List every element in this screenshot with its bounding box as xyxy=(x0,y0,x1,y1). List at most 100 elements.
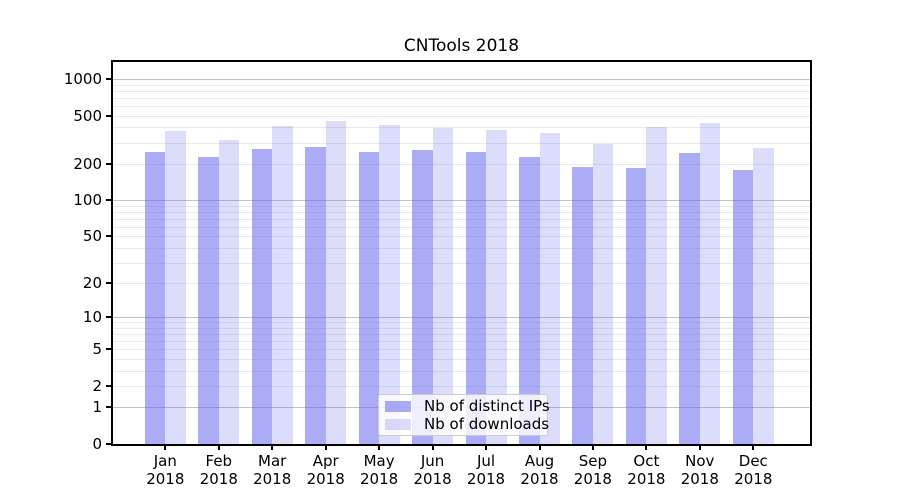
x-tick-mark xyxy=(752,444,755,450)
y-tick-label: 2 xyxy=(92,377,102,395)
grid-line-minor xyxy=(113,218,810,220)
x-tick-label: Jul 2018 xyxy=(466,452,506,488)
y-tick-label: 1 xyxy=(92,398,102,417)
x-tick-label: May 2018 xyxy=(360,452,399,488)
bar-downloads xyxy=(379,125,400,444)
y-tick-label: 50 xyxy=(82,227,102,246)
grid-line-minor xyxy=(113,127,810,129)
grid-line-minor xyxy=(113,90,810,92)
grid-line-minor xyxy=(113,359,810,360)
legend-swatch-ips xyxy=(385,400,411,412)
x-tick-label: Feb 2018 xyxy=(199,452,238,488)
bar-downloads xyxy=(699,123,721,444)
bar-ips xyxy=(251,149,273,444)
bar-downloads xyxy=(539,133,560,444)
x-tick-mark xyxy=(431,444,434,450)
x-tick-label: Mar 2018 xyxy=(253,452,292,488)
y-tick-mark xyxy=(106,385,113,387)
grid-line-minor xyxy=(113,106,810,107)
grid-line-minor xyxy=(113,211,810,213)
bar-ips xyxy=(412,150,433,444)
bar-downloads xyxy=(592,144,614,444)
x-tick-mark xyxy=(217,444,220,450)
y-tick-mark xyxy=(106,114,113,117)
x-tick-label: Jan 2018 xyxy=(146,452,185,488)
x-tick-label: Jun 2018 xyxy=(413,452,452,488)
y-tick-label: 100 xyxy=(73,191,102,210)
y-tick-label: 10 xyxy=(82,308,102,327)
y-tick-mark xyxy=(106,316,113,319)
grid-line-major xyxy=(113,200,810,202)
bar-downloads xyxy=(753,148,774,444)
legend-item-ips: Nb of distinct IPs xyxy=(385,397,550,415)
bar-ips xyxy=(144,152,166,444)
y-tick-mark xyxy=(106,282,113,285)
grid-line-minor xyxy=(113,349,810,351)
legend-label-ips: Nb of distinct IPs xyxy=(424,397,550,415)
y-tick-mark xyxy=(106,348,113,351)
grid-line-major xyxy=(113,79,810,80)
bar-ips xyxy=(198,156,219,444)
bar-downloads xyxy=(432,128,454,444)
grid-line-minor xyxy=(113,115,810,117)
chart-title: CNTools 2018 xyxy=(403,36,520,56)
legend-item-downloads: Nb of downloads xyxy=(385,415,550,433)
grid-line-minor xyxy=(113,84,810,86)
grid-line-minor xyxy=(113,205,810,207)
legend-label-downloads: Nb of downloads xyxy=(424,415,550,433)
x-tick-mark xyxy=(324,444,327,450)
y-tick-mark xyxy=(106,162,113,165)
y-tick-mark xyxy=(106,406,113,409)
y-tick-mark xyxy=(106,443,113,445)
x-tick-label: Nov 2018 xyxy=(680,452,719,488)
grid-line-major xyxy=(113,317,810,319)
grid-line-minor xyxy=(113,97,810,99)
grid-line-minor xyxy=(113,142,810,144)
x-tick-mark xyxy=(698,444,701,450)
legend-swatch-downloads xyxy=(385,418,411,430)
grid-line-minor xyxy=(113,386,810,387)
x-tick-label: Apr 2018 xyxy=(306,452,345,488)
bar-ips xyxy=(679,152,700,444)
bar-ips xyxy=(465,152,486,444)
plot-area: 0 1 2 5 10 20 50 100 200 500 1000 Jan 2018 Feb 2018 Mar… xyxy=(64,60,812,488)
grid-line-minor xyxy=(113,236,810,238)
bar-downloads xyxy=(218,140,240,444)
grid-line-minor xyxy=(113,370,810,372)
legend: Nb of distinct IPs Nb of downloads xyxy=(378,394,550,436)
grid-line-minor xyxy=(113,226,810,228)
y-tick-label: 500 xyxy=(73,106,102,125)
grid-line-minor xyxy=(113,283,810,285)
y-tick-label: 1000 xyxy=(63,70,102,88)
bar-ips xyxy=(305,147,326,444)
x-tick-label: Sep 2018 xyxy=(573,452,612,488)
bar-downloads xyxy=(646,127,667,444)
x-tick-label: Dec 2018 xyxy=(734,452,773,488)
bar-downloads xyxy=(486,130,507,444)
grid-line-minor xyxy=(113,262,810,264)
bar-ips xyxy=(625,167,647,444)
y-tick-label: 200 xyxy=(73,154,102,173)
x-tick-label: Aug 2018 xyxy=(520,452,559,488)
bar-downloads xyxy=(325,121,347,444)
x-tick-mark xyxy=(485,444,487,450)
x-tick-mark xyxy=(538,444,541,450)
grid-line-minor xyxy=(113,322,810,324)
y-tick-mark xyxy=(106,235,113,238)
bar-ips xyxy=(572,167,593,444)
y-tick-label: 5 xyxy=(92,340,102,359)
grid-line-minor xyxy=(113,163,810,165)
x-tick-mark xyxy=(591,444,594,450)
y-tick-label: 20 xyxy=(82,274,102,293)
x-tick-mark xyxy=(164,444,167,450)
bar-ips xyxy=(519,156,540,444)
grid-line-minor xyxy=(113,334,810,336)
y-tick-label: 0 xyxy=(92,435,102,453)
x-tick-mark xyxy=(645,444,648,450)
bar-downloads xyxy=(165,131,186,444)
y-tick-mark xyxy=(106,78,113,80)
x-tick-mark xyxy=(378,444,381,450)
bar-ips xyxy=(732,169,754,444)
y-tick-mark xyxy=(106,199,113,202)
